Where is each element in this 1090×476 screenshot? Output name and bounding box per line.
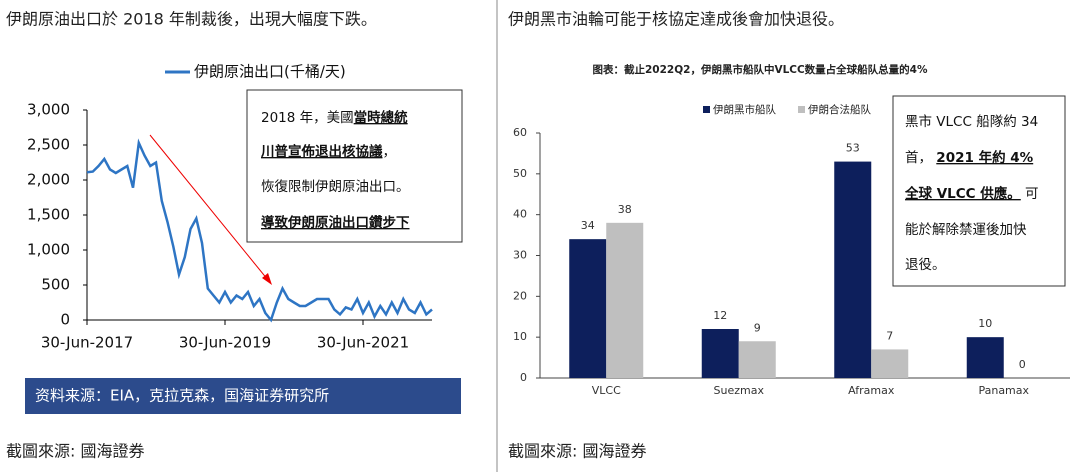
y-tick-label: 1,000 [27, 241, 70, 259]
x-tick-label: Suezmax [714, 384, 765, 397]
arrow-head [262, 273, 272, 285]
x-tick-label: 30-Jun-2019 [179, 334, 271, 352]
annotation-text: 恢復限制伊朗原油出口。 [261, 178, 410, 195]
legend-swatch [703, 106, 710, 113]
annotation-text: 2018 年，美國 [261, 110, 354, 126]
line-chart: 0 500 1,000 1,500 2,000 2,500 3,000 30-Jun-2017… [27, 63, 433, 352]
heading: 伊朗黑市油輪可能于核協定達成後會加快退役。 [508, 10, 844, 29]
y-tick-label: 2,000 [27, 171, 70, 189]
y-tick-label: 60 [513, 126, 527, 139]
annotation-text: 退役。 [905, 257, 946, 273]
source-bar [25, 378, 461, 414]
annotation-line: 黑市 VLCC 船隊約 34 [905, 113, 1038, 130]
data-label: 34 [581, 219, 595, 232]
data-label: 0 [1019, 358, 1026, 371]
annotation-text: 當時總統 [354, 109, 408, 126]
bar [871, 349, 909, 378]
bar [738, 341, 776, 378]
annotation-text: 導致伊朗原油出口鑽步下 [261, 214, 410, 231]
annotation-text: 能於解除禁運後加快 [905, 222, 1027, 238]
annotation-line: 全球 VLCC 供應。 可 [904, 185, 1039, 202]
data-label: 7 [886, 329, 893, 342]
data-label: 12 [713, 309, 727, 322]
chart-title: 图表：截止2022Q2，伊朗黑市船队中VLCC数量占全球船队总量的4% [592, 63, 927, 76]
caption: 截圖來源: 國海證券 [508, 442, 646, 461]
y-tick-label: 0 [520, 371, 527, 384]
data-label: 53 [846, 142, 860, 155]
x-tick-label: 30-Jun-2021 [317, 334, 409, 352]
y-tick-label: 10 [513, 330, 527, 343]
bar [834, 161, 872, 378]
bar [966, 337, 1004, 378]
annotation-line: 首， 2021 年約 4% [905, 149, 1034, 166]
y-tick-label: 40 [513, 208, 527, 221]
annotation-line: 能於解除禁運後加快 [905, 222, 1027, 238]
line [86, 138, 433, 323]
y-tick-label: 30 [513, 249, 527, 262]
y-tick-label: 3,000 [27, 101, 70, 119]
annotation-line: 恢復限制伊朗原油出口。 [261, 178, 410, 195]
caption: 截圖來源: 國海證券 [6, 442, 144, 461]
annotation-line: 退役。 [905, 257, 946, 273]
y-tick-label: 1,500 [27, 206, 70, 224]
y-tick-label: 2,500 [27, 136, 70, 154]
bar [606, 222, 644, 378]
annotation-box [892, 95, 1066, 287]
y-tick-label: 500 [41, 276, 70, 294]
legend-label: 伊朗黑市船队 [713, 103, 776, 116]
legend-label: 伊朗原油出口(千桶/天) [194, 63, 346, 81]
annotation-text: 黑市 VLCC 船隊約 34 [905, 113, 1038, 130]
x-tick-label: Panamax [978, 384, 1029, 397]
annotation-text: ， [383, 144, 397, 160]
data-label: 9 [754, 321, 761, 334]
heading: 伊朗原油出口於 2018 年制裁後，出現大幅度下跌。 [6, 10, 377, 29]
y-tick-label: 20 [513, 289, 527, 302]
annotation-text: 首， [905, 150, 936, 166]
bar [701, 329, 739, 378]
annotation-text: 2021 年約 4% [936, 149, 1033, 166]
legend-label: 伊朗合法船队 [808, 103, 871, 116]
y-tick-label: 0 [60, 311, 70, 329]
annotation-text: 川普宣佈退出核協議 [260, 143, 383, 160]
annotation-text: 全球 VLCC 供應。 [904, 185, 1021, 202]
annotation-text: 可 [1021, 186, 1039, 202]
arrow [149, 134, 269, 281]
annotation-line: 導致伊朗原油出口鑽步下 [261, 214, 410, 231]
x-tick-label: 30-Jun-2017 [41, 334, 133, 352]
legend-swatch [798, 106, 805, 113]
data-label: 10 [978, 317, 992, 330]
data-label: 38 [618, 203, 632, 216]
y-tick-label: 50 [513, 167, 527, 180]
x-tick-label: Aframax [848, 384, 895, 397]
annotation-box [246, 89, 463, 243]
annotation-line: 2018 年，美國當時總統 [261, 109, 408, 126]
source: 资料来源：EIA，克拉克森，国海证券研究所 [35, 387, 329, 405]
bar-chart: 图表：截止2022Q2，伊朗黑市船队中VLCC数量占全球船队总量的4% 0 10 20… [513, 63, 1070, 397]
annotation-line: 川普宣佈退出核協議， [260, 143, 396, 160]
x-tick-label: VLCC [592, 384, 621, 397]
bar [569, 239, 607, 378]
